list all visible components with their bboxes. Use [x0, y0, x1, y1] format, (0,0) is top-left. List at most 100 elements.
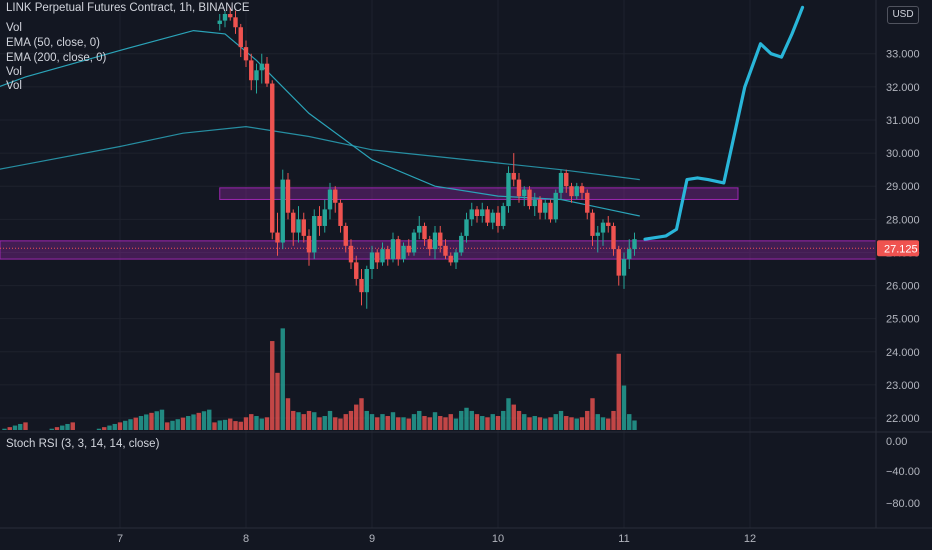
candle-body	[585, 192, 590, 213]
volume-bar	[264, 417, 270, 430]
price-tick-label: 23.000	[886, 380, 920, 392]
volume-bar	[102, 427, 107, 430]
candle-body	[448, 255, 453, 263]
volume-bar	[511, 404, 516, 430]
candle-body	[627, 249, 632, 260]
volume-bar	[369, 414, 375, 430]
volume-bar	[196, 412, 201, 430]
candle-body	[317, 216, 322, 226]
legend-vol-2[interactable]: Vol	[6, 66, 22, 78]
volume-bar	[553, 414, 558, 430]
volume-bar	[12, 425, 18, 430]
volume-bar	[364, 410, 369, 430]
volume-bar	[128, 419, 133, 430]
rsi-tick-label: −80.00	[886, 498, 920, 510]
price-tick-label: 28.000	[886, 214, 920, 226]
candle-body	[327, 189, 333, 210]
candle-body	[249, 60, 254, 81]
volume-bar	[7, 427, 12, 430]
candle-body	[348, 245, 354, 263]
volume-bar	[275, 372, 280, 430]
volume-bar	[585, 410, 590, 430]
volume-bar	[548, 417, 553, 430]
volume-bar	[527, 417, 532, 430]
time-tick-label: 7	[117, 533, 123, 545]
candle-body	[490, 212, 495, 223]
candle-body	[574, 186, 579, 197]
volume-bar	[117, 422, 123, 430]
candle-body	[427, 239, 432, 250]
candle-body	[553, 192, 558, 220]
legend-vol-3[interactable]: Vol	[6, 80, 22, 92]
volume-bar	[464, 407, 469, 430]
candle-body	[453, 252, 459, 263]
volume-bar	[243, 417, 249, 430]
legend-ema-50[interactable]: EMA (50, close, 0)	[6, 37, 100, 49]
price-tick-label: 29.000	[886, 181, 920, 193]
volume-bar	[469, 410, 474, 430]
candle-body	[474, 209, 480, 217]
candle-body	[228, 14, 233, 18]
volume-bar	[495, 416, 501, 430]
volume-bar	[474, 414, 480, 430]
candle-body	[396, 239, 401, 260]
volume-bar	[569, 417, 574, 430]
volume-bar	[501, 410, 506, 430]
volume-bar	[54, 427, 60, 430]
chart-title: LINK Perpetual Futures Contract, 1h, BIN…	[6, 2, 250, 14]
candle-body	[516, 179, 522, 197]
volume-bar	[417, 410, 422, 430]
candle-body	[390, 239, 396, 260]
volume-bar	[343, 414, 348, 430]
candle-body	[291, 212, 296, 233]
candle-body	[501, 206, 506, 226]
volume-bar	[154, 411, 159, 430]
volume-bar	[149, 412, 154, 430]
volume-bar	[123, 420, 128, 430]
volume-bar	[632, 420, 637, 430]
volume-bar	[611, 410, 616, 430]
candle-body	[275, 232, 280, 243]
volume-bar	[217, 420, 222, 430]
candle-body	[579, 186, 585, 193]
currency-button[interactable]: USD	[887, 6, 919, 24]
price-tick-label: 33.000	[886, 49, 920, 61]
volume-bar	[359, 398, 364, 430]
candle-body	[522, 189, 527, 197]
volume-bar	[448, 414, 453, 430]
grid	[0, 0, 876, 528]
volume-bar	[207, 409, 212, 430]
candle-body	[354, 262, 359, 279]
volume-bar	[107, 425, 112, 430]
candle-body	[564, 172, 569, 187]
candle-body	[217, 20, 222, 24]
volume-bar	[170, 420, 175, 430]
volume-bar	[291, 410, 296, 430]
volume-bar	[212, 422, 217, 430]
volume-bar	[280, 328, 285, 430]
candle-body	[364, 269, 369, 293]
candle-body	[632, 239, 637, 250]
legend-vol-1[interactable]: Vol	[6, 22, 22, 34]
candle-body	[306, 235, 312, 253]
volume-bar	[558, 410, 564, 430]
volume-bar	[390, 412, 396, 430]
volume-bar	[459, 410, 464, 430]
candle-body	[270, 83, 275, 233]
volume-bars	[2, 328, 637, 430]
price-tick-label: 25.000	[886, 314, 920, 326]
volume-bar	[175, 419, 180, 430]
legend-ema-200[interactable]: EMA (200, close, 0)	[6, 52, 107, 64]
volume-bar	[532, 416, 537, 430]
volume-bar	[2, 428, 7, 430]
volume-bar	[322, 416, 327, 430]
candle-body	[222, 14, 228, 21]
volume-bar	[422, 416, 427, 430]
volume-bar	[312, 412, 317, 430]
candle-body	[296, 219, 301, 233]
candle-body	[359, 278, 364, 293]
volume-bar	[537, 417, 543, 430]
